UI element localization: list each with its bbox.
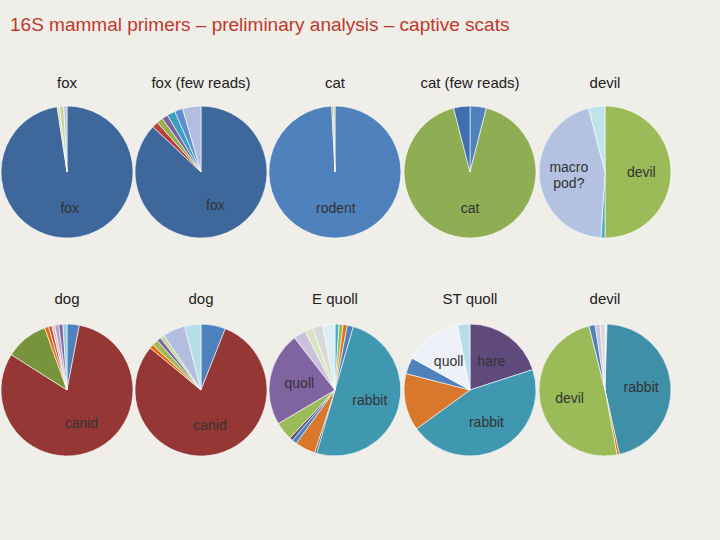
slice-label: quoll [285, 375, 315, 391]
pie-title: dog [188, 290, 213, 307]
pie-slice [183, 106, 201, 172]
pie-title: devil [590, 74, 621, 91]
pie-slice [269, 106, 401, 238]
pie-slice [135, 106, 267, 238]
pie-slice [1, 106, 133, 238]
pie-slice [323, 324, 335, 390]
pie-chart: cat (few reads) cat [404, 74, 536, 238]
pie-title: devil [590, 290, 621, 307]
pie-chart: ST quoll hare rabbit quoll [404, 290, 536, 456]
pie-title: cat [325, 74, 346, 91]
pie-chart: devil devil macropod? [539, 74, 671, 238]
pie-slice [55, 325, 67, 390]
slice-label: rodent [316, 200, 356, 216]
pie-chart: fox fox [1, 74, 133, 238]
pie-slice [64, 106, 67, 172]
slice-label: canid [193, 417, 226, 433]
pie-title: fox (few reads) [151, 74, 250, 91]
pie-slice [595, 324, 605, 390]
pie-slice [333, 106, 335, 172]
pie-chart: fox (few reads) fox [135, 74, 267, 238]
pie-slice [60, 106, 67, 172]
pie-title: dog [54, 290, 79, 307]
pie-chart: devil rabbit devil [539, 290, 671, 456]
pie-slice [454, 106, 470, 172]
page-title: 16S mammal primers – preliminary analysi… [10, 14, 509, 35]
pie-title: ST quoll [443, 290, 498, 307]
pie-slice [589, 106, 605, 172]
pie-chart: dog canid [135, 290, 267, 456]
page: 16S mammal primers – preliminary analysi… [0, 0, 720, 540]
pie-slice [57, 106, 67, 172]
slice-label: fox [60, 200, 79, 216]
pie-slice [589, 325, 605, 390]
pie-slice [600, 324, 605, 390]
pie-title: cat (few reads) [420, 74, 519, 91]
pie-chart: cat rodent [269, 74, 401, 238]
pie-slice [185, 324, 201, 390]
pie-title: E quoll [312, 290, 358, 307]
slice-label: quoll [434, 353, 464, 369]
pie-slice [332, 106, 335, 172]
pie-chart: dog canid [1, 290, 133, 456]
slice-label: macropod? [549, 159, 588, 191]
slice-label: cat [461, 200, 480, 216]
slice-label: devil [627, 164, 656, 180]
pie-chart: E quoll rabbit quoll [269, 290, 401, 456]
slice-label: hare [477, 353, 505, 369]
pie-slice [63, 324, 67, 390]
slice-label: devil [555, 390, 584, 406]
pie-slice [59, 324, 67, 390]
slice-label: rabbit [352, 392, 387, 408]
slice-label: canid [65, 415, 98, 431]
pie-slice [605, 106, 671, 238]
pie-slice [605, 324, 671, 454]
slice-label: rabbit [469, 414, 504, 430]
slice-label: rabbit [624, 379, 659, 395]
pie-title: fox [57, 74, 78, 91]
slice-label: fox [206, 197, 225, 213]
